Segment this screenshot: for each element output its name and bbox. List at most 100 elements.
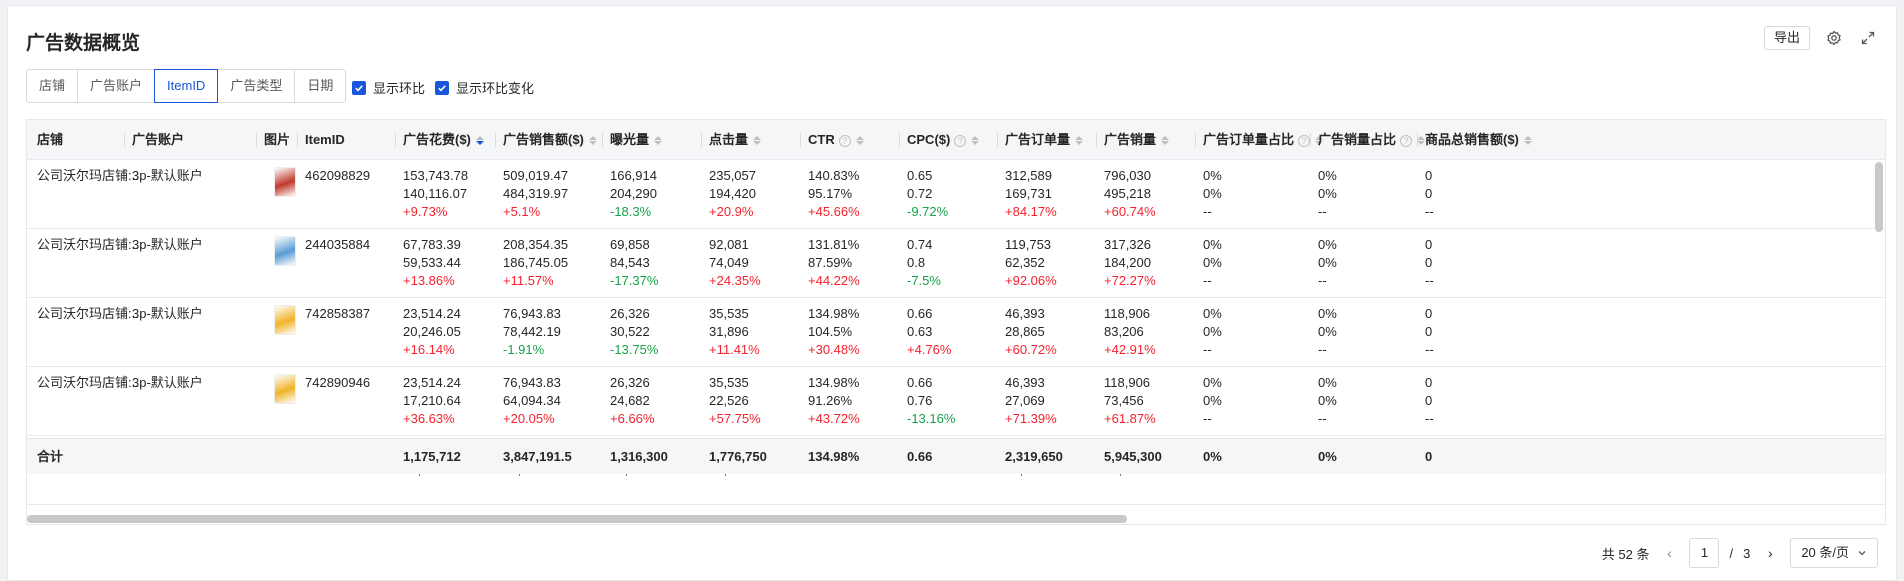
vertical-scrollbar[interactable] bbox=[1875, 162, 1883, 232]
table-row[interactable]: 公司沃尔玛店铺:... 3p-默认账户 742858387 23,514.24 20,2… bbox=[27, 298, 1885, 367]
tab-date[interactable]: 日期 bbox=[307, 78, 334, 93]
change-value: +4.76% bbox=[907, 342, 952, 357]
current-value: 0 bbox=[1425, 168, 1433, 183]
help-icon[interactable]: ? bbox=[954, 134, 967, 147]
column-divider bbox=[297, 133, 298, 147]
current-value: 131.81% bbox=[808, 237, 860, 252]
itemid-cell: 462098829 bbox=[305, 168, 371, 183]
sort-icon[interactable] bbox=[588, 136, 597, 146]
column-header-ad-orders[interactable]: 广告订单量 bbox=[997, 120, 1084, 160]
table-row[interactable]: 公司沃尔玛店铺:... 3p-默认账户 462098829 153,743.78 140… bbox=[27, 160, 1885, 229]
total-pages: 3 bbox=[1743, 545, 1751, 561]
current-value: 0% bbox=[1318, 237, 1337, 252]
help-icon[interactable]: ? bbox=[1298, 134, 1311, 147]
metric-cell-cpc: 0.66 0.76 -13.16% bbox=[907, 374, 955, 428]
previous-value: 184,200 bbox=[1104, 255, 1151, 270]
column-header-ad-units[interactable]: 广告销量 bbox=[1096, 120, 1170, 160]
sort-icon[interactable] bbox=[1161, 136, 1170, 146]
metric-cell-impressions: 166,914 204,290 -18.3% bbox=[610, 167, 657, 221]
table-row[interactable]: 公司沃尔玛店铺:... 3p-默认账户 742890946 23,514.24 17,2… bbox=[27, 367, 1885, 436]
column-header-impressions[interactable]: 曝光量 bbox=[602, 120, 663, 160]
column-header-ad-units-share[interactable]: 广告销量占比? bbox=[1310, 120, 1426, 160]
previous-value: 17,210.64 bbox=[403, 393, 461, 408]
change-value: -- bbox=[1203, 273, 1212, 288]
account-cell: 3p-默认账户 bbox=[132, 306, 203, 321]
previous-value: 0% bbox=[1203, 255, 1222, 270]
prev-page-icon[interactable]: ‹ bbox=[1667, 545, 1672, 561]
change-value: +61.87% bbox=[1104, 411, 1156, 426]
next-page-icon[interactable]: › bbox=[1767, 545, 1773, 561]
table-row[interactable]: 公司沃尔玛店铺:... 3p-默认账户 244035884 67,783.39 59,5… bbox=[27, 229, 1885, 298]
change-value: +9.73% bbox=[403, 204, 448, 219]
horizontal-scrollbar[interactable] bbox=[27, 515, 1127, 523]
column-header-total-sales[interactable]: 商品总销售额($) bbox=[1417, 120, 1532, 160]
sort-icon[interactable] bbox=[654, 136, 663, 146]
help-icon[interactable]: ? bbox=[838, 134, 851, 147]
previous-value: 495,218 bbox=[1104, 186, 1151, 201]
previous-value: 0% bbox=[1203, 324, 1222, 339]
change-value: -9.72% bbox=[907, 204, 949, 219]
change-value: -- bbox=[1425, 273, 1434, 288]
column-header-image: 图片 bbox=[256, 120, 290, 160]
column-header-ctr[interactable]: CTR? bbox=[800, 120, 864, 160]
metric-cell-cpc: 0.65 0.72 -9.72% bbox=[907, 167, 948, 221]
tab-itemid[interactable]: ItemID bbox=[154, 69, 219, 103]
sort-icon[interactable] bbox=[753, 136, 762, 146]
change-value: -- bbox=[1318, 273, 1327, 288]
previous-value: 0 bbox=[1425, 324, 1433, 339]
change-value: +72.27% bbox=[1104, 273, 1156, 288]
change-value: +71.39% bbox=[1005, 411, 1057, 426]
show-ratio-checkbox[interactable]: 显示环比 bbox=[352, 78, 425, 97]
tab-shop[interactable]: 店铺 bbox=[27, 70, 79, 102]
previous-value: 78,442.19 bbox=[503, 324, 561, 339]
tab-ad-account[interactable]: 广告账户 bbox=[78, 70, 156, 102]
sort-icon[interactable] bbox=[1075, 136, 1084, 146]
change-value: +43.72% bbox=[808, 411, 860, 426]
column-header-ad-order-share[interactable]: 广告订单量占比? bbox=[1195, 120, 1324, 160]
previous-value: 31,896 bbox=[709, 324, 749, 339]
product-thumbnail[interactable] bbox=[274, 305, 296, 335]
column-header-label: 广告花费($) bbox=[403, 132, 471, 147]
fullscreen-icon[interactable] bbox=[1858, 28, 1878, 48]
page-number-input[interactable]: 1 bbox=[1689, 538, 1720, 568]
metric-cell-ad-spend: 23,514.24 20,246.05 +16.14% bbox=[403, 305, 461, 359]
total-count: 共 52 条 bbox=[1601, 546, 1650, 562]
column-header-clicks[interactable]: 点击量 bbox=[701, 120, 762, 160]
show-ratio-change-label: 显示环比变化 bbox=[456, 81, 535, 96]
sort-icon[interactable] bbox=[1315, 136, 1324, 146]
total-impressions: 1,316,300 bbox=[610, 449, 668, 464]
total-ad-orders: 2,319,650 bbox=[1005, 449, 1063, 464]
metric-cell-cpc: 0.74 0.8 -7.5% bbox=[907, 236, 941, 290]
sort-icon[interactable] bbox=[855, 136, 864, 146]
previous-value: 84,543 bbox=[610, 255, 650, 270]
change-value: +16.14% bbox=[403, 342, 455, 357]
sort-icon[interactable] bbox=[971, 136, 980, 146]
sort-icon[interactable] bbox=[475, 136, 484, 146]
tab-ad-type[interactable]: 广告类型 bbox=[218, 70, 296, 102]
current-value: 0.66 bbox=[907, 306, 933, 321]
column-header-ad-sales[interactable]: 广告销售额($) bbox=[495, 120, 597, 160]
page-size-select[interactable]: 20 条/页 bbox=[1790, 538, 1878, 568]
product-thumbnail[interactable] bbox=[274, 374, 296, 404]
sort-icon[interactable] bbox=[1417, 136, 1426, 146]
help-icon[interactable]: ? bbox=[1400, 134, 1413, 147]
product-thumbnail[interactable] bbox=[274, 236, 296, 266]
change-value: -13.75% bbox=[610, 342, 659, 357]
column-header-ad-spend[interactable]: 广告花费($) bbox=[395, 120, 484, 160]
previous-value: 0% bbox=[1203, 186, 1222, 201]
change-value: -- bbox=[1318, 204, 1327, 219]
sort-icon[interactable] bbox=[1523, 136, 1532, 146]
previous-value: 27,069 bbox=[1005, 393, 1045, 408]
change-value: +5.1% bbox=[503, 204, 541, 219]
previous-value: 0% bbox=[1318, 324, 1337, 339]
product-thumbnail[interactable] bbox=[274, 167, 296, 197]
change-value: +45.66% bbox=[808, 204, 860, 219]
previous-value: 0.72 bbox=[907, 186, 933, 201]
column-header-label: 点击量 bbox=[709, 132, 749, 147]
settings-icon[interactable] bbox=[1824, 28, 1844, 48]
column-header-cpc[interactable]: CPC($)? bbox=[899, 120, 980, 160]
current-value: 35,535 bbox=[709, 375, 749, 390]
current-value: 23,514.24 bbox=[403, 375, 461, 390]
show-ratio-change-checkbox[interactable]: 显示环比变化 bbox=[435, 78, 534, 97]
export-button[interactable]: 导出 bbox=[1763, 26, 1810, 50]
